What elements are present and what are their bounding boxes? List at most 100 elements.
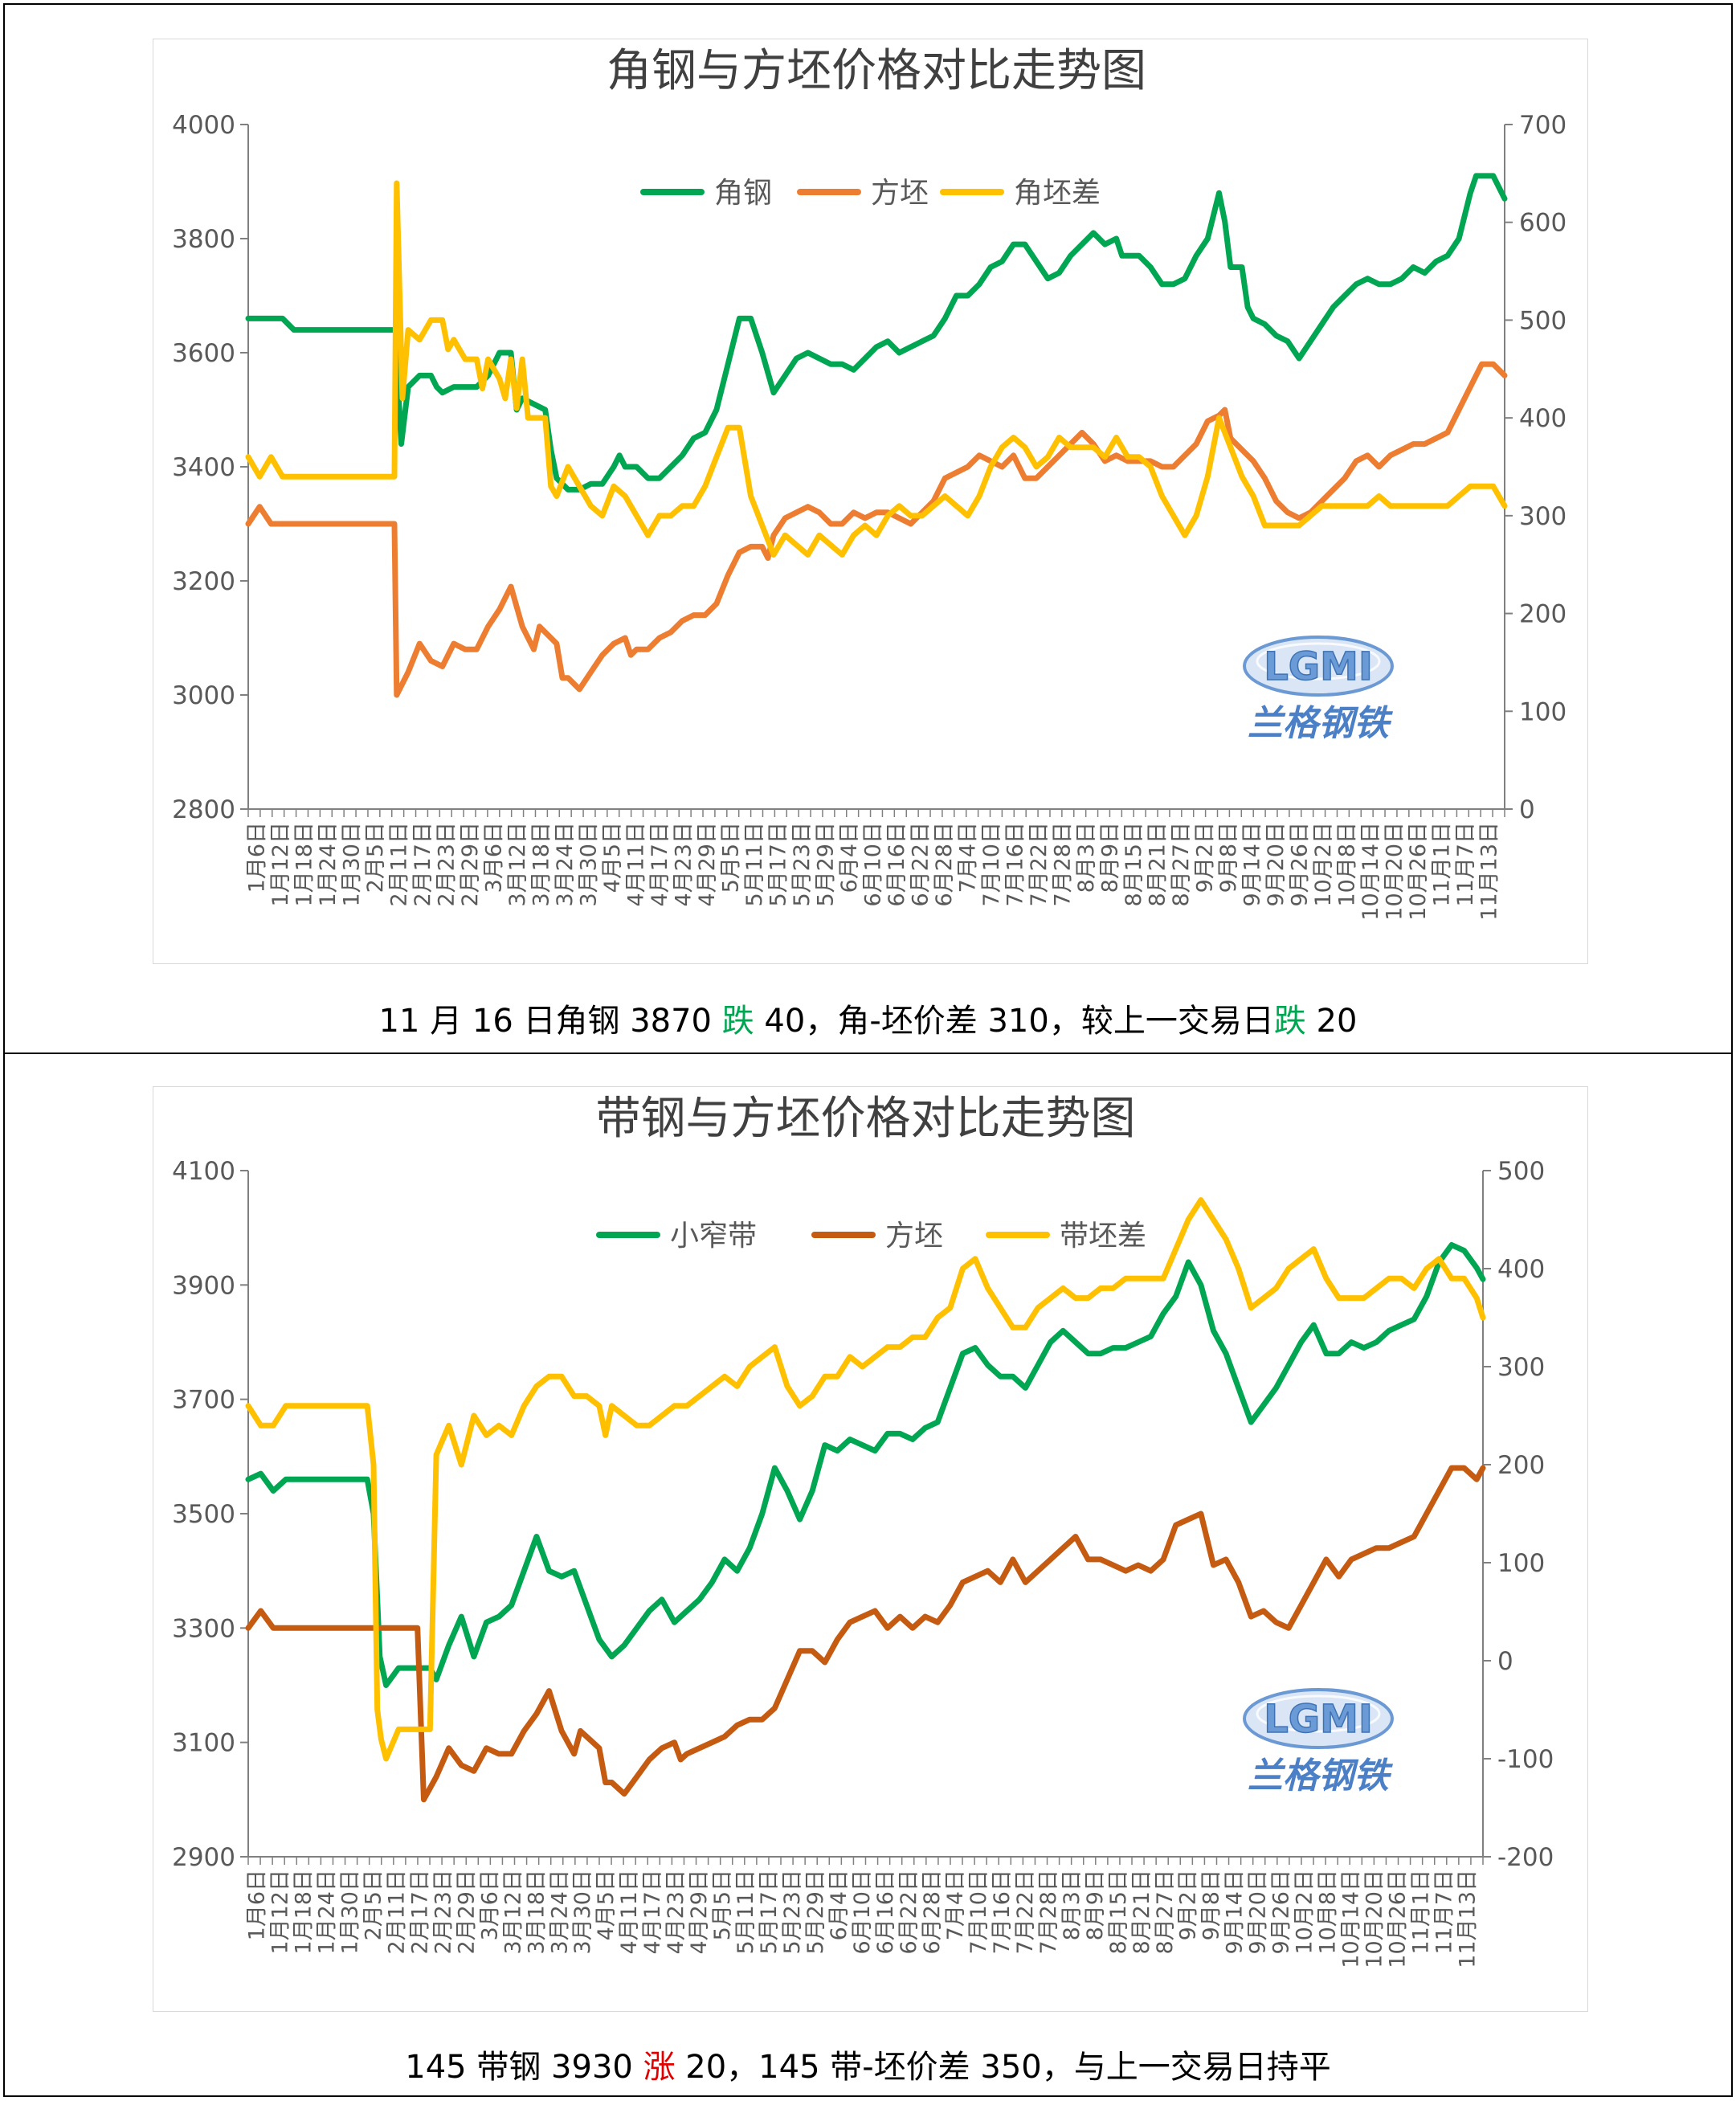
x-tick-label: 10月2日 (1293, 1870, 1317, 1955)
x-tick-label: 10月26日 (1406, 822, 1431, 921)
y-tick-label-left: 3000 (172, 681, 235, 710)
x-tick-label: 6月28日 (920, 1870, 945, 1955)
x-tick-label: 9月20日 (1264, 822, 1289, 907)
x-tick-label: 8月3日 (1060, 1870, 1084, 1940)
x-tick-label: 2月23日 (435, 822, 460, 907)
x-tick-label: 8月27日 (1169, 822, 1194, 907)
y-tick-label-right: -100 (1497, 1745, 1554, 1774)
x-tick-label: 8月9日 (1098, 822, 1123, 893)
x-tick-label: 8月27日 (1153, 1870, 1178, 1955)
x-tick-label: 8月15日 (1106, 1870, 1131, 1955)
legend-label: 小窄带 (670, 1220, 757, 1253)
x-tick-label: 11月7日 (1432, 1870, 1457, 1955)
y-tick-label-left: 3600 (172, 339, 235, 368)
x-tick-label: 1月12日 (268, 822, 293, 907)
x-tick-label: 6月4日 (837, 822, 862, 893)
lgmi-logo: LGMI 兰格钢铁 (1243, 636, 1394, 744)
x-tick-label: 7月22日 (1027, 822, 1052, 907)
x-tick-label: 10月2日 (1311, 822, 1336, 907)
x-tick-label: 7月10日 (966, 1870, 991, 1955)
y-tick-label-right: 400 (1497, 1255, 1545, 1284)
x-tick-label: 1月30日 (340, 822, 365, 907)
caption-strip-steel: 145 带钢 3930 涨 20，145 带-坯价差 350，与上一交易日持平 (5, 2041, 1731, 2087)
x-tick-label: 3月12日 (500, 1870, 525, 1955)
caption-text-3: 20 (1305, 1003, 1358, 1040)
x-tick-label: 2月11日 (387, 822, 412, 907)
logo-text: LGMI (1264, 644, 1373, 689)
x-tick-label: 6月16日 (873, 1870, 898, 1955)
legend-label: 角钢 (714, 177, 772, 210)
x-tick-label: 11月13日 (1456, 1870, 1481, 1968)
y-tick-label-right: 0 (1519, 795, 1535, 824)
x-tick-label: 5月5日 (710, 1870, 735, 1940)
series-line-3 (245, 1197, 1486, 1762)
y-tick-label-right: 100 (1497, 1549, 1545, 1578)
x-tick-label: 6月22日 (909, 822, 933, 907)
y-tick-label-right: 500 (1519, 306, 1566, 335)
caption-text-2: 40，角-坯价差 310，较上一交易日 (754, 1003, 1274, 1040)
x-tick-label: 10月8日 (1335, 822, 1360, 907)
x-tick-label: 2月5日 (363, 822, 388, 893)
x-tick-label: 5月23日 (780, 1870, 805, 1955)
x-tick-label: 3月6日 (482, 822, 507, 893)
x-tick-label: 11月1日 (1409, 1870, 1434, 1955)
x-tick-label: 9月26日 (1288, 822, 1313, 907)
series-line-3 (245, 180, 1508, 558)
y-tick-label-left: 4000 (172, 111, 235, 140)
y-tick-label-left: 4100 (172, 1157, 235, 1186)
logo-company-text: 兰格钢铁 (1248, 703, 1394, 744)
x-tick-label: 4月23日 (672, 822, 696, 907)
x-tick-label: 4月5日 (600, 822, 625, 893)
x-tick-label: 9月2日 (1193, 822, 1218, 893)
x-tick-label: 7月4日 (943, 1870, 968, 1940)
x-tick-label: 9月14日 (1240, 822, 1265, 907)
x-tick-label: 5月11日 (742, 822, 767, 907)
x-tick-label: 5月23日 (790, 822, 815, 907)
legend-label: 方坯 (871, 177, 929, 210)
chart-strip-steel: 带钢与方坯价格对比走势图 2900 3100 3300 3500 3700 3900 4100… (172, 1093, 1554, 1968)
x-tick-label: 8月15日 (1121, 822, 1146, 907)
x-tick-label: 1月18日 (291, 1870, 316, 1955)
x-tick-label: 2月29日 (458, 822, 483, 907)
x-tick-label: 4月23日 (664, 1870, 688, 1955)
x-tick-label: 7月10日 (979, 822, 1004, 907)
x-tick-label: 5月5日 (719, 822, 744, 893)
y-tick-label-left: 3500 (172, 1500, 235, 1529)
x-tick-label: 1月24日 (314, 1870, 339, 1955)
chart-area-strip-steel: 带钢与方坯价格对比走势图 2900 3100 3300 3500 3700 3900 4100… (153, 1086, 1588, 2012)
caption-text-1: 11 月 16 日角钢 3870 (378, 1003, 722, 1040)
y-tick-label-left: 3200 (172, 567, 235, 596)
x-tick-label: 9月14日 (1223, 1870, 1248, 1955)
x-tick-label: 2月5日 (361, 1870, 386, 1940)
x-tick-label: 3月18日 (524, 1870, 549, 1955)
x-tick-label: 3月6日 (477, 1870, 502, 1940)
x-tick-label: 6月16日 (884, 822, 909, 907)
caption-text-2: 20，145 带-坯价差 350，与上一交易日持平 (675, 2049, 1331, 2086)
x-tick-label: 4月29日 (687, 1870, 712, 1955)
x-tick-label: 4月17日 (647, 822, 672, 907)
chart-angle-steel: 角钢与方坯价格对比走势图2800300032003400360038004000… (172, 45, 1566, 921)
x-tick-label: 10月8日 (1316, 1870, 1341, 1955)
x-tick-label: 11月7日 (1453, 822, 1478, 907)
x-tick-label: 4月5日 (594, 1870, 619, 1940)
caption-angle-steel: 11 月 16 日角钢 3870 跌 40，角-坯价差 310，较上一交易日跌 … (5, 995, 1731, 1041)
x-tick-label: 3月18日 (529, 822, 554, 907)
x-tick-label: 2月17日 (407, 1870, 432, 1955)
x-tick-label: 3月30日 (570, 1870, 595, 1955)
y-tick-label-left: 3300 (172, 1614, 235, 1643)
series-line-1 (245, 1242, 1486, 1688)
x-tick-label: 3月24日 (547, 1870, 572, 1955)
x-tick-label: 7月16日 (990, 1870, 1015, 1955)
logo-company-text: 兰格钢铁 (1248, 1756, 1394, 1796)
chart-area-angle-steel: 角钢与方坯价格对比走势图 2800 3000 3200 3400 3600 3800 4000… (153, 39, 1588, 964)
x-tick-label: 7月22日 (1013, 1870, 1038, 1955)
x-tick-label: 5月17日 (757, 1870, 782, 1955)
panel-angle-steel: 角钢与方坯价格对比走势图 2800 3000 3200 3400 3600 3800 4000… (3, 3, 1733, 1054)
x-tick-label: 8月21日 (1146, 822, 1170, 907)
x-tick-label: 4月11日 (617, 1870, 642, 1955)
x-tick-label: 1月18日 (292, 822, 317, 907)
y-tick-label-right: 200 (1519, 600, 1566, 629)
x-tick-label: 3月24日 (553, 822, 578, 907)
x-tick-label: 7月28日 (1036, 1870, 1061, 1955)
chart-title: 带钢与方坯价格对比走势图 (596, 1093, 1136, 1145)
